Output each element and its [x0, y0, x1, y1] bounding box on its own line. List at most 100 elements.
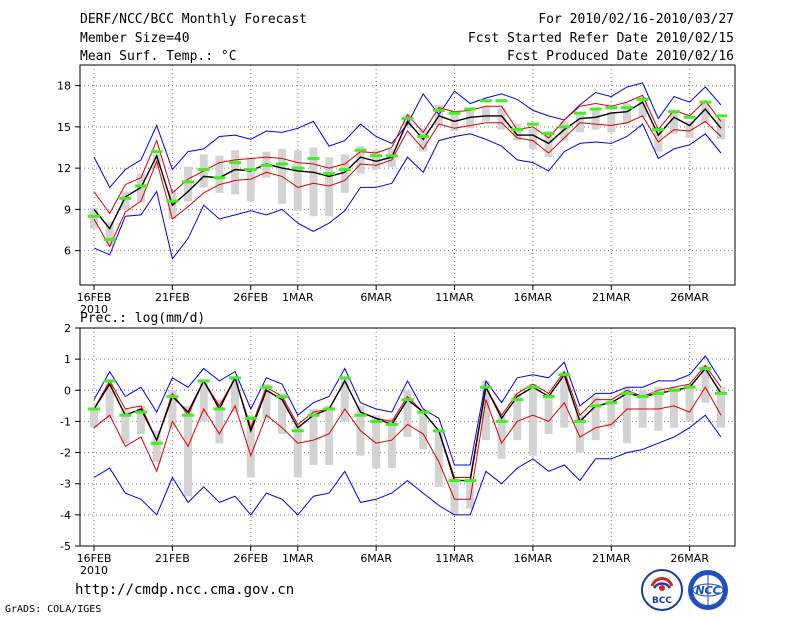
- precipitation-median-marker: [182, 413, 195, 417]
- temperature-median-marker: [213, 176, 226, 180]
- precipitation-median-marker: [150, 441, 163, 445]
- precipitation-xtick-label: 16FEB: [77, 552, 112, 565]
- temperature-median-marker: [417, 135, 430, 138]
- precipitation-xtick-label: 26FEB: [233, 552, 268, 565]
- precipitation-ytick-label: -1: [60, 415, 71, 428]
- precipitation-series-ensemble-max: [93, 355, 722, 466]
- precipitation-median-marker: [276, 395, 289, 399]
- precipitation-box: [278, 393, 287, 434]
- temperature-xtick-label: 16MAR: [514, 291, 553, 304]
- precipitation-box: [575, 415, 584, 453]
- precipitation-box: [215, 399, 224, 444]
- precipitation-box: [717, 387, 725, 428]
- temperature-median-marker: [589, 107, 602, 111]
- temperature-median-marker: [432, 108, 445, 112]
- precipitation-box: [701, 365, 710, 403]
- precipitation-xtick-label: 21MAR: [592, 552, 631, 565]
- precipitation-box: [419, 408, 428, 450]
- precipitation-median-marker: [385, 423, 398, 427]
- precipitation-median-marker: [464, 479, 477, 483]
- ncc-logo: NCC: [688, 570, 728, 610]
- temperature-median-marker: [229, 161, 242, 165]
- temperature-median-marker: [464, 107, 477, 111]
- temperature-median-marker: [573, 111, 586, 115]
- precipitation-ytick-label: 0: [64, 384, 71, 397]
- precipitation-box: [497, 415, 506, 459]
- precipitation-box: [591, 396, 600, 441]
- temperature-median-marker: [197, 168, 210, 171]
- source-url[interactable]: http://cmdp.ncc.cma.gov.cn: [75, 582, 295, 598]
- temperature-box: [293, 150, 302, 211]
- temperature-box: [90, 208, 98, 229]
- temperature-box: [309, 147, 318, 217]
- precipitation-median-marker: [260, 385, 273, 389]
- precipitation-box: [137, 405, 146, 434]
- temperature-box: [685, 121, 694, 138]
- temperature-median-marker: [150, 150, 163, 154]
- precipitation-median-marker: [166, 395, 179, 399]
- temperature-series-ensemble-min: [93, 123, 722, 261]
- precipitation-box: [152, 430, 161, 462]
- temperature-median-marker: [652, 128, 665, 132]
- temperature-median-marker: [385, 154, 398, 158]
- temperature-xtick-label: 26FEB: [233, 291, 268, 304]
- precipitation-median-marker: [620, 391, 633, 395]
- precipitation-median-marker: [307, 413, 320, 417]
- temperature-xtick-label: 16FEB: [77, 291, 112, 304]
- precipitation-median-marker: [589, 404, 602, 408]
- precipitation-box: [466, 480, 475, 509]
- precipitation-box: [262, 384, 271, 419]
- precipitation-median-marker: [715, 391, 727, 395]
- temperature-box: [654, 126, 663, 152]
- precipitation-median-marker: [558, 373, 571, 377]
- temperature-series-std-lower: [93, 115, 722, 248]
- precipitation-median-marker: [229, 376, 242, 380]
- precipitation-median-marker: [370, 419, 383, 423]
- precipitation-box: [184, 405, 193, 497]
- precipitation-box: [622, 387, 631, 444]
- precipitation-box: [685, 384, 694, 422]
- precipitation-median-marker: [354, 413, 367, 417]
- precipitation-median-marker: [526, 385, 539, 389]
- temperature-box: [560, 121, 569, 141]
- precipitation-median-marker: [291, 429, 304, 433]
- temperature-series-mean: [93, 101, 722, 230]
- precipitation-median-marker: [213, 407, 226, 411]
- precipitation-box: [450, 477, 459, 515]
- precipitation-ytick-label: 2: [64, 322, 71, 335]
- temperature-median-marker: [699, 100, 712, 104]
- temperature-box: [591, 107, 600, 130]
- temperature-box: [638, 96, 647, 118]
- precipitation-median-marker: [683, 385, 696, 389]
- precipitation-xtick-label: 1MAR: [282, 552, 314, 565]
- temperature-box: [669, 111, 678, 134]
- precipitation-median-marker: [605, 401, 618, 405]
- precipitation-median-marker: [542, 395, 555, 399]
- temperature-xtick-label: 11MAR: [435, 291, 474, 304]
- temperature-ytick-label: 15: [57, 121, 71, 134]
- ncc-logo-text: NCC: [695, 584, 720, 597]
- precipitation-median-marker: [197, 379, 210, 383]
- precipitation-median-marker: [495, 419, 508, 423]
- precipitation-box: [528, 384, 537, 456]
- precipitation-median-marker: [103, 379, 116, 383]
- temperature-box: [717, 118, 725, 140]
- precipitation-median-marker: [573, 419, 586, 423]
- precipitation-box: [544, 393, 553, 434]
- temperature-box: [340, 154, 349, 193]
- temperature-median-marker: [448, 111, 461, 115]
- temperature-median-marker: [495, 99, 508, 103]
- precipitation-xtick-label: 11MAR: [435, 552, 474, 565]
- precipitation-median-marker: [511, 398, 524, 402]
- precipitation-frame: [79, 327, 736, 547]
- temperature-box: [528, 128, 537, 149]
- precipitation-median-marker: [667, 388, 680, 392]
- temperature-median-marker: [370, 154, 383, 158]
- precipitation-box: [481, 380, 490, 441]
- temperature-median-marker: [182, 180, 195, 184]
- precipitation-box: [309, 408, 318, 466]
- precipitation-median-marker: [636, 395, 649, 399]
